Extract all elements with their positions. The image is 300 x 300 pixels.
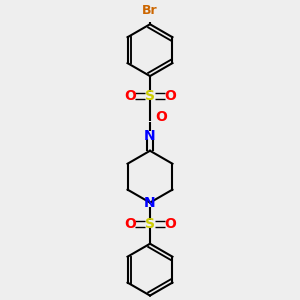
Text: O: O — [164, 89, 176, 103]
Text: O: O — [164, 217, 176, 231]
Text: N: N — [144, 196, 156, 210]
Text: S: S — [145, 89, 155, 103]
Text: O: O — [124, 217, 136, 231]
Text: O: O — [124, 89, 136, 103]
Text: Br: Br — [142, 4, 158, 16]
Text: S: S — [145, 217, 155, 231]
Text: O: O — [155, 110, 167, 124]
Text: N: N — [144, 128, 156, 142]
